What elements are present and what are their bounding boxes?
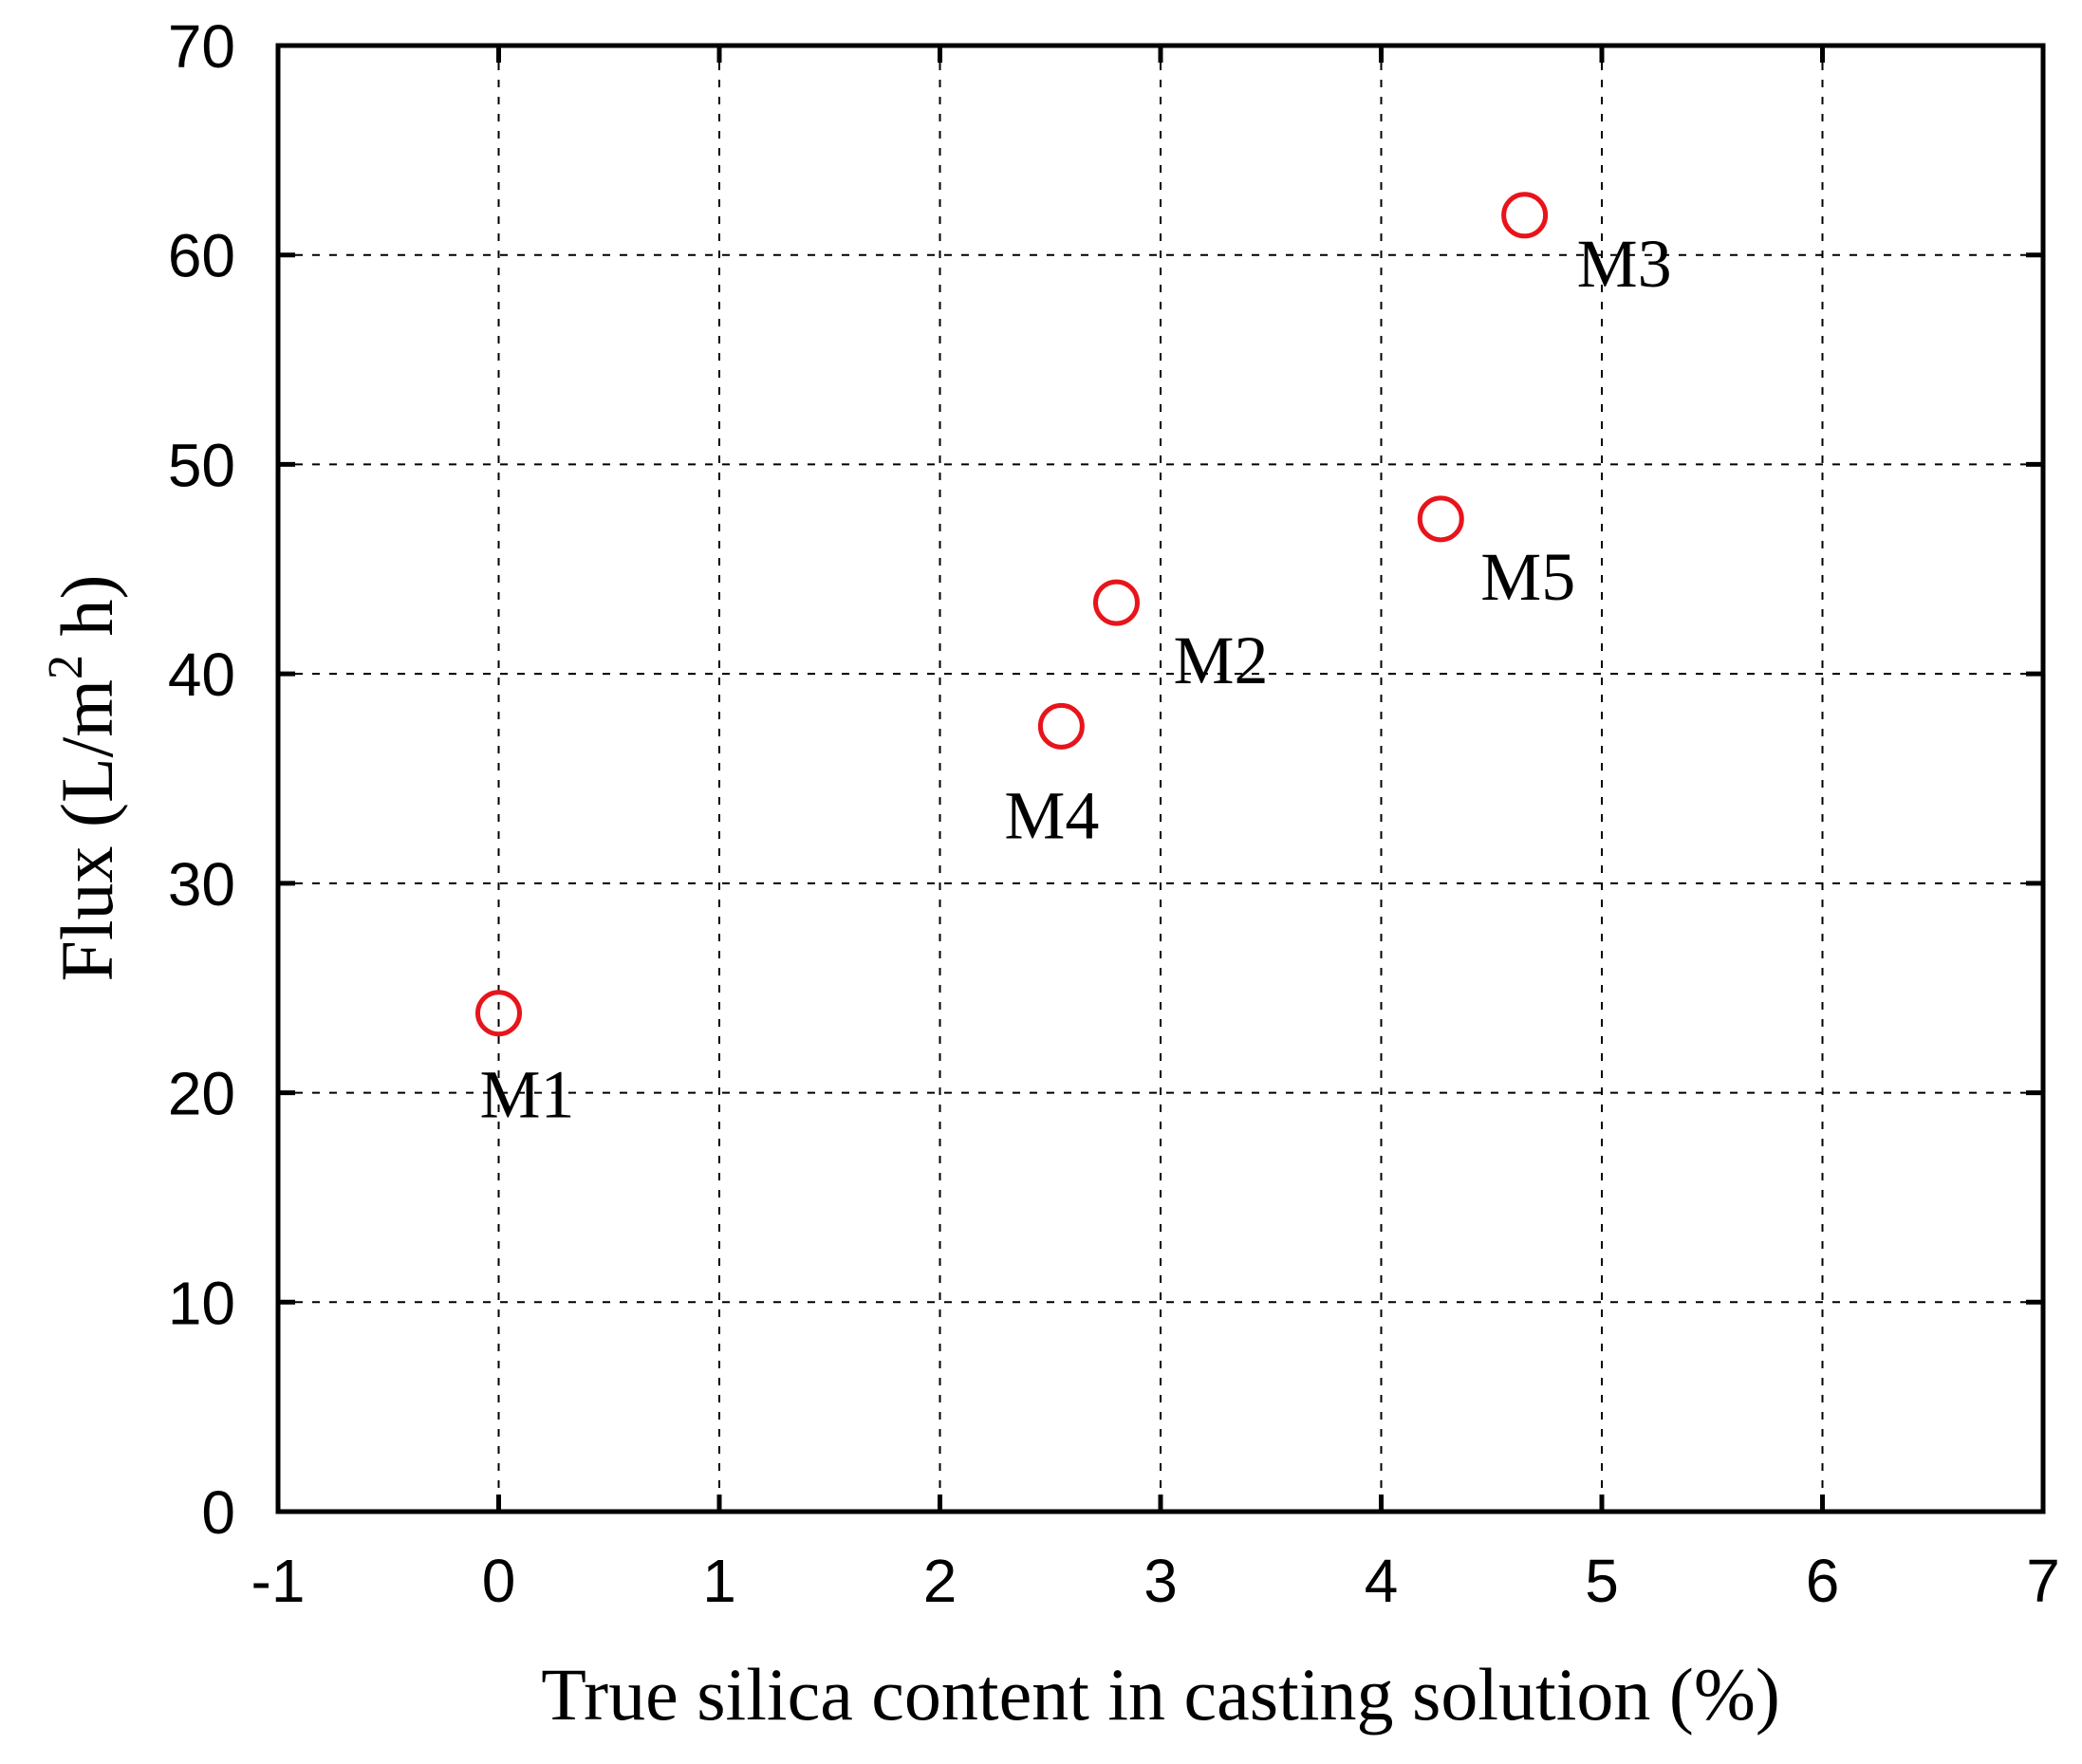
- data-point-m1: [475, 990, 522, 1037]
- y-tick-label: 20: [168, 1060, 235, 1128]
- y-tick-labels: 0 10 20 30 40 50 60 70: [168, 12, 235, 1547]
- x-tick-label: 6: [1806, 1547, 1840, 1615]
- x-tick-label: 2: [923, 1547, 957, 1615]
- point-label-m2: M2: [1173, 622, 1268, 698]
- x-tick-label: 3: [1143, 1547, 1178, 1615]
- y-tick-label: 50: [168, 431, 235, 499]
- plot-frame: [275, 43, 2046, 1514]
- data-point-m4: [1037, 702, 1085, 750]
- axis-ticks: [275, 43, 2046, 1514]
- point-label-m4: M4: [1004, 777, 1099, 853]
- x-tick-label: 1: [702, 1547, 736, 1615]
- x-tick-label: 5: [1585, 1547, 1619, 1615]
- y-tick-label: 60: [168, 222, 235, 290]
- data-points: [475, 192, 1549, 1037]
- data-point-m3: [1501, 192, 1549, 239]
- y-axis-title-sup: 2: [39, 655, 93, 679]
- x-tick-label: 0: [482, 1547, 516, 1615]
- data-point-m5: [1417, 495, 1464, 543]
- y-tick-label: 70: [168, 12, 235, 81]
- point-label-m1: M1: [479, 1057, 574, 1133]
- point-labels: M1 M2 M3 M4 M5: [479, 226, 1671, 1133]
- point-label-m5: M5: [1480, 539, 1575, 615]
- y-tick-label: 10: [168, 1269, 235, 1337]
- y-axis-title-main: Flux (L/m: [46, 679, 128, 982]
- y-axis-title: Flux (L/m2 h): [39, 575, 128, 982]
- x-axis-title: True silica content in casting solution …: [541, 1653, 1780, 1736]
- x-tick-label: -1: [251, 1547, 306, 1615]
- y-tick-label: 30: [168, 850, 235, 919]
- x-tick-label: 7: [2026, 1547, 2060, 1615]
- x-tick-labels: -1 0 1 2 3 4 5 6 7: [251, 1547, 2060, 1615]
- y-tick-label: 0: [201, 1478, 235, 1547]
- y-axis-title-tail: h): [46, 575, 128, 655]
- y-tick-label: 40: [168, 641, 235, 709]
- x-tick-label: 4: [1365, 1547, 1399, 1615]
- data-point-m2: [1093, 579, 1140, 626]
- point-label-m3: M3: [1577, 226, 1672, 302]
- grid-lines: [278, 46, 2043, 1512]
